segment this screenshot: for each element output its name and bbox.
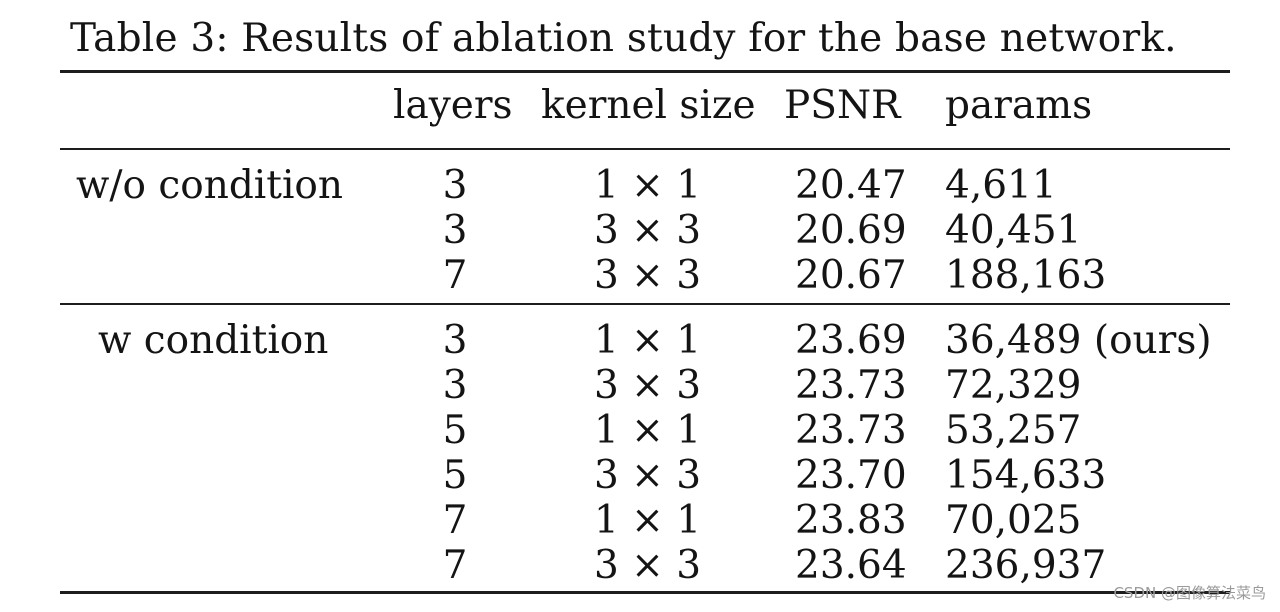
table-cell-params: 72,329 [945, 363, 1082, 408]
table-cell-psnr: 23.73 [795, 363, 907, 408]
table-cell-layers: 3 [442, 163, 468, 208]
top-rule [60, 70, 1230, 73]
header-layers: layers [393, 83, 513, 128]
table-cell-kernel: 3 × 3 [593, 363, 702, 408]
table-cell-params: 154,633 [945, 453, 1107, 498]
table-cell-kernel: 3 × 3 [593, 543, 702, 588]
table-cell-params: 188,163 [945, 253, 1107, 298]
table-cell-params: 70,025 [945, 498, 1082, 543]
table-cell-layers: 7 [442, 543, 468, 588]
table-cell-kernel: 1 × 1 [593, 408, 702, 453]
table-cell-layers: 5 [442, 453, 468, 498]
bottom-rule [60, 591, 1230, 594]
table-cell-psnr: 23.64 [795, 543, 907, 588]
table-cell-psnr: 23.73 [795, 408, 907, 453]
cropped-text-below [30, 598, 1280, 612]
table-cell-psnr: 20.47 [795, 163, 907, 208]
table-cell-params: 4,611 [945, 163, 1057, 208]
watermark: CSDN @图像算法菜鸟 [1113, 584, 1266, 602]
table-caption: Table 3: Results of ablation study for t… [70, 16, 1177, 61]
table-cell-kernel: 3 × 3 [593, 208, 702, 253]
table-cell-kernel: 1 × 1 [593, 163, 702, 208]
table-cell-params: 40,451 [945, 208, 1082, 253]
header-params: params [945, 83, 1093, 128]
table-cell-layers: 7 [442, 498, 468, 543]
header-rule [60, 148, 1230, 150]
table-cell-psnr: 23.69 [795, 318, 907, 363]
table-cell-layers: 5 [442, 408, 468, 453]
header-kernel-size: kernel size [541, 83, 756, 128]
table-cell-kernel: 3 × 3 [593, 453, 702, 498]
group-label-with-condition: w condition [98, 318, 329, 363]
table-cell-layers: 7 [442, 253, 468, 298]
table-cell-layers: 3 [442, 363, 468, 408]
group-label-without-condition: w/o condition [76, 163, 344, 208]
table-cell-psnr: 23.70 [795, 453, 907, 498]
table-cell-kernel: 1 × 1 [593, 498, 702, 543]
table-cell-kernel: 1 × 1 [593, 318, 702, 363]
table-cell-psnr: 20.69 [795, 208, 907, 253]
table-cell-psnr: 20.67 [795, 253, 907, 298]
table-cell-params: 236,937 [945, 543, 1107, 588]
table-cell-layers: 3 [442, 318, 468, 363]
table-cell-layers: 3 [442, 208, 468, 253]
table-cell-kernel: 3 × 3 [593, 253, 702, 298]
header-psnr: PSNR [784, 83, 901, 128]
group-separator-rule [60, 303, 1230, 305]
table-cell-params: 36,489 (ours) [945, 318, 1212, 363]
table-cell-psnr: 23.83 [795, 498, 907, 543]
table-cell-params: 53,257 [945, 408, 1082, 453]
